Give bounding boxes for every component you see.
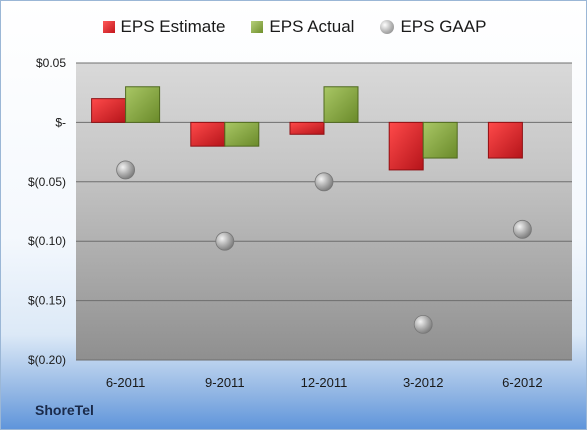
legend-swatch-estimate — [102, 21, 115, 33]
bar-eps-estimate — [388, 121, 424, 171]
y-axis-ticks: $0.05 $- $(0.05) $(0.10) $(0.15) $(0.20) — [28, 56, 66, 367]
bar-eps-actual — [125, 86, 161, 123]
legend-label-estimate: EPS Estimate — [120, 17, 226, 36]
gaap-points — [116, 160, 532, 334]
legend-label-actual: EPS Actual — [269, 17, 355, 36]
bar-eps-actual — [323, 86, 359, 123]
bar-eps-estimate — [487, 121, 523, 159]
bar-eps-estimate — [190, 121, 226, 147]
legend-item-gaap: EPS GAAP — [380, 17, 486, 37]
bar-eps-estimate — [289, 121, 325, 135]
x-tick-label: 6-2011 — [106, 375, 146, 390]
y-tick-label: $(0.05) — [28, 175, 66, 189]
point-eps-gaap — [116, 160, 135, 180]
legend-item-estimate: EPS Estimate — [102, 17, 226, 37]
bars — [91, 86, 523, 171]
company-name: ShoreTel — [35, 402, 94, 418]
legend-swatch-gaap — [380, 20, 395, 34]
legend-swatch-actual — [251, 21, 264, 33]
point-eps-gaap — [513, 219, 532, 239]
legend-item-actual: EPS Actual — [251, 17, 354, 37]
x-tick-label: 3-2012 — [403, 375, 443, 390]
x-tick-label: 9-2011 — [205, 375, 245, 390]
bar-eps-actual — [224, 121, 260, 147]
x-axis-ticks: 6-2011 9-2011 12-2011 3-2012 6-2012 — [106, 375, 543, 390]
y-tick-label: $- — [55, 115, 66, 129]
legend-label-gaap: EPS GAAP — [400, 17, 487, 36]
y-tick-label: $(0.10) — [28, 234, 66, 248]
bar-eps-estimate — [91, 98, 127, 123]
bar-eps-actual — [422, 121, 458, 159]
y-tick-label: $(0.20) — [28, 353, 66, 367]
x-tick-label: 12-2011 — [301, 375, 348, 390]
x-tick-label: 6-2012 — [502, 375, 542, 390]
point-eps-gaap — [314, 172, 334, 192]
point-eps-gaap — [215, 231, 235, 251]
legend: EPS Estimate EPS Actual EPS GAAP — [1, 17, 586, 37]
point-eps-gaap — [413, 314, 433, 334]
y-tick-label: $(0.15) — [28, 294, 66, 308]
y-tick-label: $0.05 — [36, 56, 66, 70]
